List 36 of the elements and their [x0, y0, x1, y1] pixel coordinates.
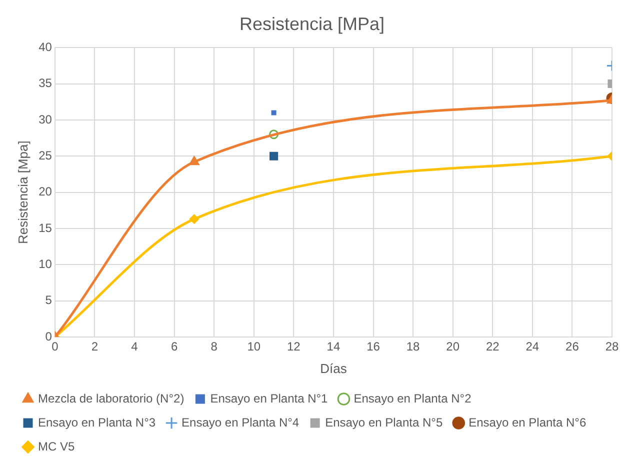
y-tick-label: 30: [38, 112, 52, 126]
y-tick-label: 40: [38, 40, 52, 54]
x-tick-label: 10: [247, 340, 261, 354]
y-tick-label: 10: [38, 256, 52, 271]
legend-label: Mezcla de laboratorio (N°2): [38, 391, 184, 406]
x-tick-label: 8: [210, 340, 218, 354]
y-tick-label: 25: [38, 148, 52, 162]
y-tick-label: 35: [38, 76, 52, 90]
legend-label: Ensayo en Planta N°1: [210, 391, 328, 406]
x-tick-label: 24: [526, 340, 540, 354]
point: [270, 152, 278, 160]
chart-title: Resistencia [MPa]: [239, 14, 385, 34]
legend-label: Ensayo en Planta N°6: [468, 415, 586, 430]
x-tick-label: 6: [170, 340, 178, 354]
x-tick-label: 16: [366, 340, 380, 354]
x-tick-label: 20: [446, 340, 460, 354]
x-tick-label: 28: [605, 340, 619, 354]
y-tick-label: 15: [38, 220, 52, 235]
y-tick-label: 5: [45, 293, 52, 308]
x-tick-label: 2: [91, 340, 98, 354]
legend-label: Ensayo en Planta N°4: [182, 415, 300, 430]
legend-label: Ensayo en Planta N°3: [38, 415, 156, 430]
y-axis-title: Resistencia [Mpa]: [15, 140, 30, 244]
x-tick-label: 4: [131, 340, 138, 354]
x-tick-label: 26: [566, 340, 580, 354]
legend-label: Ensayo en Planta N°5: [325, 415, 443, 430]
y-tick-label: 0: [45, 329, 52, 344]
x-tick-label: 12: [287, 340, 301, 354]
x-tick-label: 22: [486, 340, 500, 354]
x-axis-title: Días: [320, 360, 348, 376]
legend-label: MC V5: [38, 439, 75, 454]
x-tick-label: 18: [406, 340, 420, 354]
x-tick-label: 14: [326, 340, 340, 354]
point: [271, 110, 276, 116]
legend-label: Ensayo en Planta N°2: [354, 391, 472, 406]
y-tick-label: 20: [38, 184, 52, 199]
